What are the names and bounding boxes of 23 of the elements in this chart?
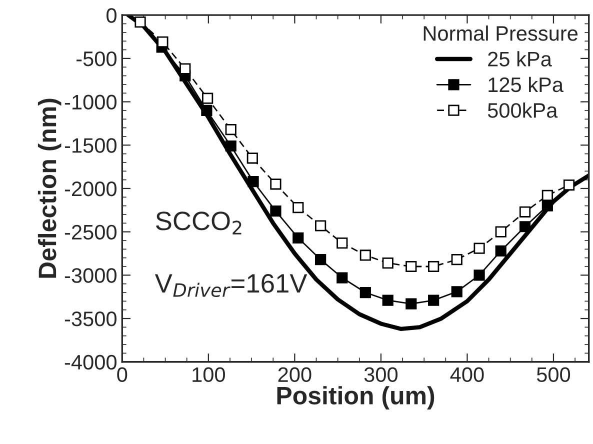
y-tick-label: -1500	[64, 138, 116, 153]
x-tick-label: 100	[192, 367, 225, 382]
x-tick-label: 0	[117, 367, 128, 382]
y-tick-label: -2000	[64, 181, 116, 196]
y-tick-label: -1000	[64, 94, 116, 110]
legend-title: Normal Pressure	[424, 26, 578, 41]
x-tick-label: 300	[364, 367, 398, 382]
y-tick-label: -3000	[64, 268, 116, 283]
legend-label: 25 kPa	[488, 51, 552, 66]
y-tick-label: 0	[106, 8, 116, 23]
y-tick-label: -2500	[64, 224, 116, 240]
y-tick-label: -3500	[64, 312, 116, 326]
x-tick-label: 500	[536, 367, 570, 382]
y-tick-label: -4000	[64, 354, 116, 370]
annotation: SCCO$_{2}$	[156, 212, 242, 234]
legend-label: 500kPa	[488, 102, 558, 118]
x-tick-label: 200	[278, 367, 312, 382]
legend-label: 125 kPa	[488, 76, 564, 92]
annotation: V$_{Driver}$=161V	[154, 274, 308, 298]
x-tick-label: 400	[450, 367, 484, 382]
y-axis-title: Deflection (nm)	[38, 98, 62, 278]
y-tick-label: -500	[76, 51, 116, 66]
x-axis-title: Position (um)	[277, 386, 434, 410]
